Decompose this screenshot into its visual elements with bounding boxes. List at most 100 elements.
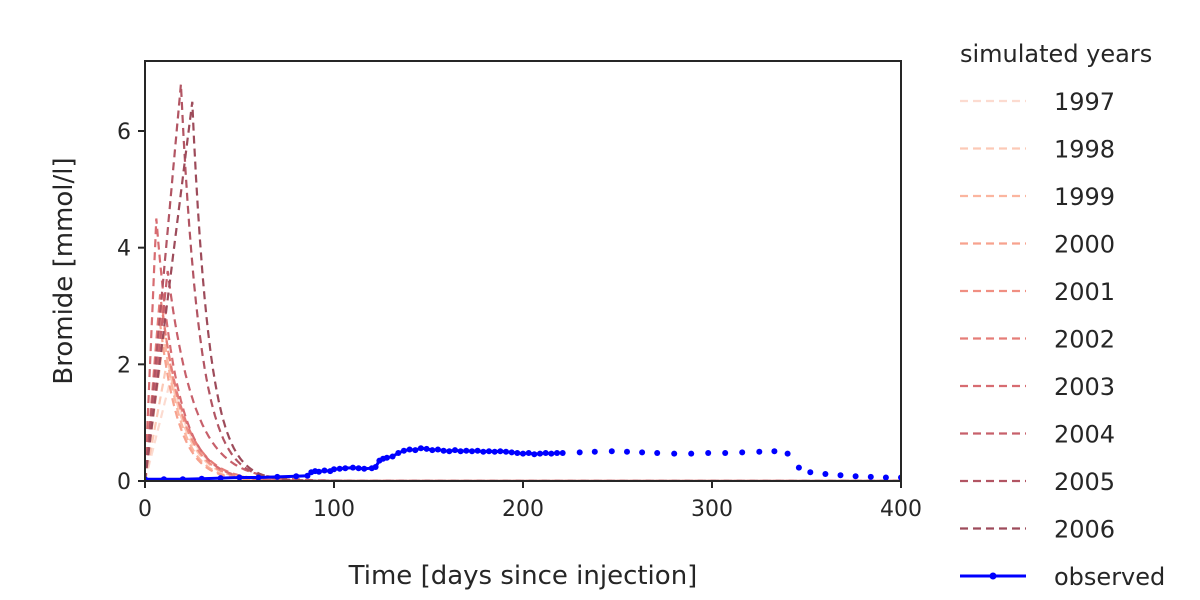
observed-point <box>559 450 566 456</box>
observed-point <box>406 446 413 453</box>
y-axis-title: Bromide [mmol/l] <box>49 157 79 384</box>
observed-point <box>274 473 281 480</box>
observed-point <box>795 464 802 471</box>
observed-point <box>882 474 889 481</box>
observed-point <box>383 454 390 461</box>
observed-point <box>395 450 402 456</box>
x-tick-label: 400 <box>880 497 922 522</box>
observed-point <box>520 450 526 457</box>
observed-point <box>304 472 311 479</box>
observed-point <box>503 448 509 455</box>
observed-point <box>491 448 498 455</box>
observed-point <box>474 447 481 454</box>
legend-label-observed: observed <box>1054 563 1165 591</box>
observed-point <box>514 450 521 456</box>
ticks-layer: 0 100 200 300 400 0 2 4 6 <box>117 120 922 522</box>
x-tick-label: 0 <box>138 497 152 522</box>
observed-point <box>608 448 615 455</box>
legend: simulated years 1997 1998 1999 2000 2001 2002 2… <box>960 40 1165 591</box>
observed-point <box>457 448 464 455</box>
observed-point <box>497 448 504 455</box>
observed-point <box>417 445 424 452</box>
observed-point <box>179 476 186 481</box>
x-tick-label: 300 <box>691 497 733 522</box>
legend-label-2006: 2006 <box>1054 516 1115 544</box>
x-axis-title: Time [days since injection] <box>348 561 698 591</box>
series-line-2006 <box>145 101 901 481</box>
legend-label-2001: 2001 <box>1054 278 1115 306</box>
observed-point <box>542 450 549 456</box>
observed-point <box>463 447 470 454</box>
observed-point <box>837 472 844 479</box>
y-tick-label: 2 <box>117 353 131 378</box>
observed-point <box>548 450 555 457</box>
observed-point <box>867 473 874 480</box>
observed-point <box>198 475 205 481</box>
observed-point <box>624 448 630 455</box>
plot-frame <box>144 60 902 482</box>
legend-label-1997: 1997 <box>1054 88 1115 116</box>
observed-point <box>446 448 453 455</box>
series-line-2004 <box>145 270 901 481</box>
observed-point <box>321 467 328 474</box>
observed-point <box>423 445 430 452</box>
observed-point <box>434 446 441 453</box>
observed-point <box>525 450 532 456</box>
observed-point <box>822 471 829 477</box>
observed-point <box>688 450 695 457</box>
legend-label-2003: 2003 <box>1054 373 1115 401</box>
observed-point <box>654 450 661 456</box>
legend-swatch-marker <box>989 572 997 580</box>
observed-point <box>217 475 224 481</box>
legend-title: simulated years <box>960 40 1152 68</box>
observed-point <box>469 448 475 455</box>
observed-point <box>771 448 778 455</box>
legend-label-2004: 2004 <box>1054 421 1115 449</box>
observed-point <box>160 476 167 481</box>
legend-label-2000: 2000 <box>1054 231 1115 259</box>
legend-label-1998: 1998 <box>1054 136 1115 164</box>
x-tick-label: 100 <box>313 497 355 522</box>
series-line-1999 <box>145 335 901 481</box>
observed-point <box>315 468 322 475</box>
observed-point <box>336 465 343 472</box>
observed-point <box>671 450 678 457</box>
observed-point <box>400 447 407 454</box>
observed-point <box>576 449 583 456</box>
observed-point <box>389 453 396 460</box>
observed-point <box>784 450 791 457</box>
series-line-1998 <box>145 358 901 481</box>
observed-point <box>361 465 368 472</box>
observed-point <box>293 473 300 480</box>
series-line-1997 <box>145 375 901 481</box>
observed-point <box>852 473 859 480</box>
observed-point <box>508 449 515 456</box>
observed-point <box>807 469 814 476</box>
series-line-2005 <box>145 84 901 481</box>
observed-point <box>705 450 712 456</box>
observed-point <box>429 447 436 454</box>
observed-point <box>531 451 538 458</box>
observed-point <box>372 464 379 470</box>
x-tick-label: 200 <box>502 497 544 522</box>
observed-point <box>554 450 560 456</box>
observed-point <box>722 450 729 456</box>
y-tick-label: 6 <box>117 120 131 145</box>
observed-point <box>486 448 492 455</box>
observed-point <box>331 466 337 473</box>
series-layer <box>145 84 901 481</box>
observed-point <box>739 449 746 456</box>
observed-point <box>537 450 543 457</box>
observed-point <box>440 447 447 454</box>
legend-label-2005: 2005 <box>1054 468 1115 496</box>
observed-point <box>342 465 349 472</box>
observed-point <box>255 474 262 481</box>
observed-point <box>355 465 362 472</box>
series-line-2000 <box>145 323 901 481</box>
observed-point <box>452 447 458 454</box>
observed-point <box>480 448 487 455</box>
observed-point <box>349 464 356 471</box>
observed-point <box>236 474 243 481</box>
observed-point <box>591 448 598 455</box>
